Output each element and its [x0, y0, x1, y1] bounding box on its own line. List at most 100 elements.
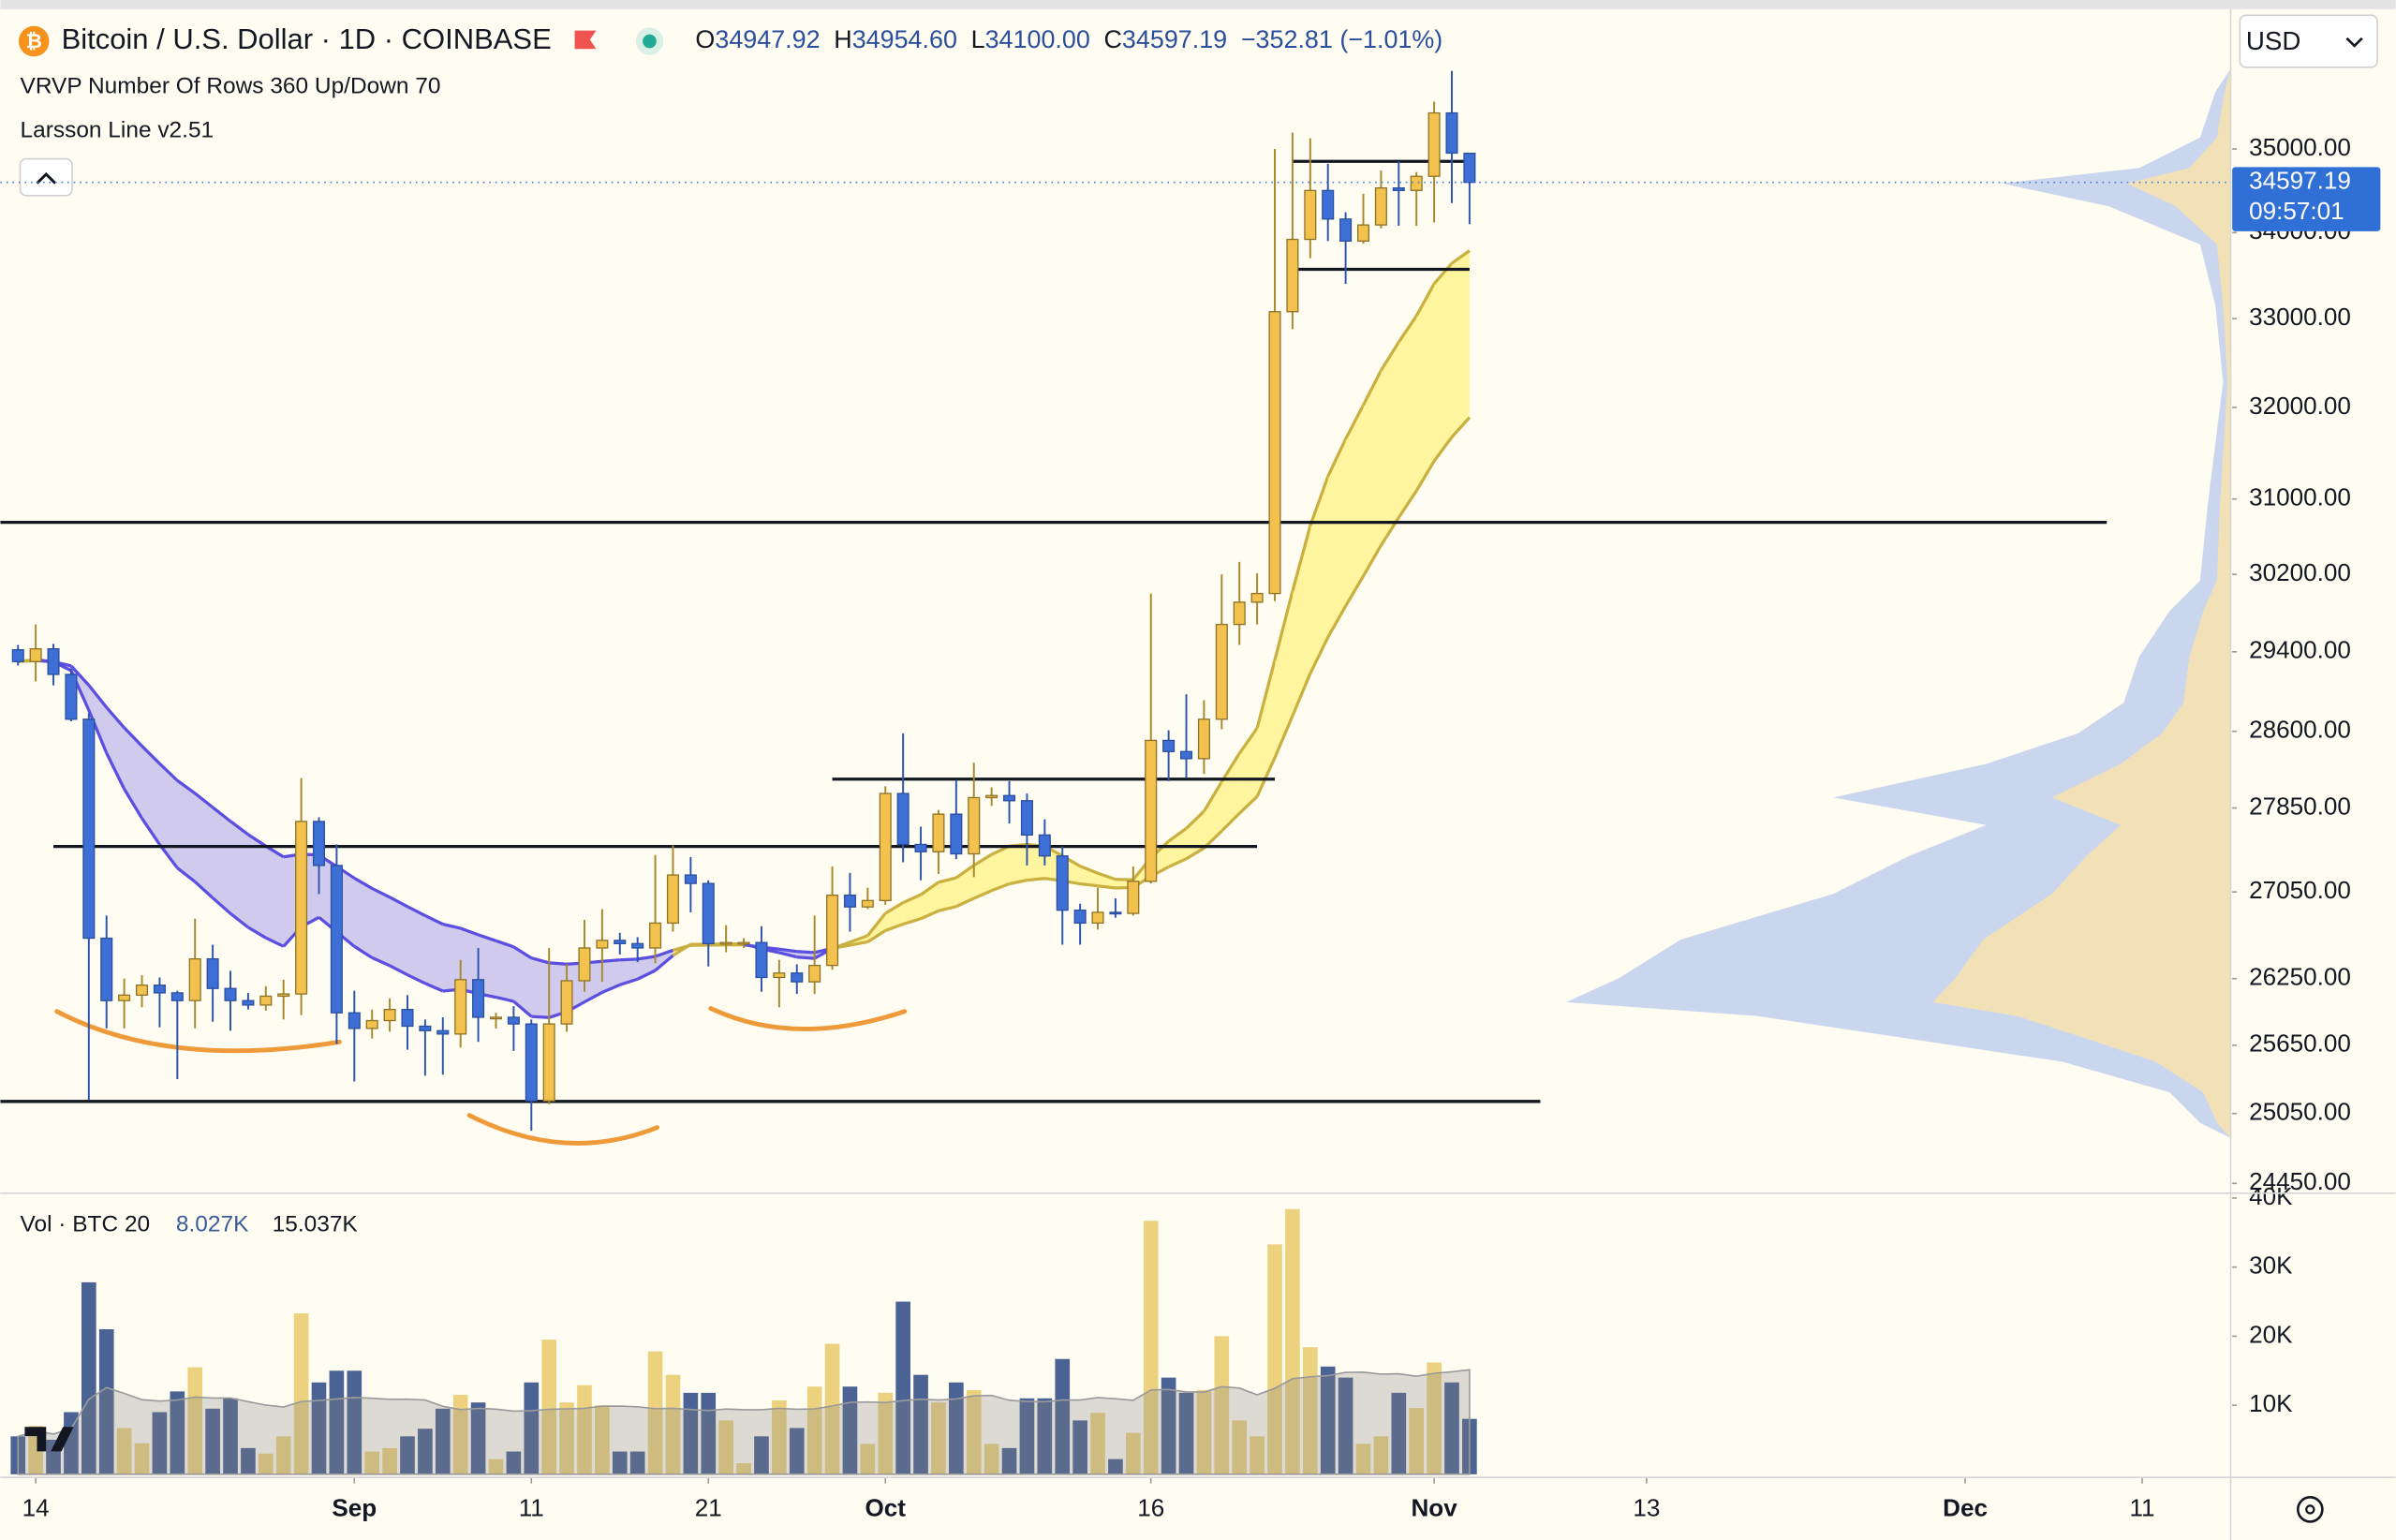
ribbon-fill	[390, 896, 407, 975]
ribbon-edge	[584, 990, 603, 1004]
volume-y-tick-label: 10K	[2249, 1389, 2293, 1417]
ribbon-edge	[141, 817, 161, 846]
ribbon-edge	[265, 936, 285, 948]
candle-body	[1091, 911, 1104, 925]
ribbon-edge	[424, 913, 444, 926]
candle-body	[1233, 601, 1246, 626]
ribbon-fill	[1434, 263, 1452, 462]
ribbon-edge	[601, 958, 620, 963]
candle-body	[100, 937, 113, 1001]
ribbon-fill	[991, 846, 1010, 891]
volume-bar	[170, 1391, 185, 1474]
ribbon-edge	[884, 922, 904, 932]
ribbon-edge	[158, 843, 179, 869]
candle-body	[489, 1016, 503, 1020]
x-tick-label: 16	[1137, 1493, 1164, 1521]
candle-body	[614, 940, 627, 944]
volume-y-tick-label: 20K	[2249, 1320, 2293, 1348]
volume-bar	[595, 1405, 610, 1474]
candle-body	[808, 964, 821, 983]
settings-icon-core	[2305, 1504, 2315, 1515]
volume-title[interactable]: Vol · BTC 20	[21, 1211, 151, 1236]
indicator-legend[interactable]: Larsson Line v2.51	[21, 118, 214, 143]
candle-body	[968, 796, 981, 855]
price-tag-value: 34597.19	[2249, 167, 2351, 195]
symbol-title[interactable]: Bitcoin / U.S. Dollar · 1D · COINBASE	[62, 22, 552, 55]
volume-bar	[329, 1370, 345, 1474]
volume-bar	[1232, 1420, 1248, 1474]
arc	[466, 1113, 660, 1146]
ribbon-edge	[1273, 590, 1294, 661]
ribbon-edge	[1238, 795, 1259, 815]
ribbon-fill	[1275, 591, 1293, 758]
candle-body	[65, 674, 78, 720]
candle-body	[542, 1023, 555, 1102]
ribbon-edge	[407, 905, 426, 917]
ribbon-fill	[1080, 866, 1099, 886]
ribbon-edge	[1255, 659, 1277, 729]
volume-bar	[452, 1395, 468, 1474]
indicator-legend[interactable]: VRVP Number Of Rows 360 Up/Down 70	[21, 73, 441, 98]
ribbon-edge	[105, 706, 126, 729]
ribbon-fill	[1309, 476, 1328, 674]
candles	[11, 70, 1476, 1132]
volume-bar	[1355, 1444, 1371, 1474]
ribbon-edge	[194, 881, 214, 899]
candle-body	[737, 941, 750, 945]
candle-body	[47, 647, 60, 675]
flag-icon[interactable]	[574, 30, 597, 50]
ribbon-edge	[1414, 283, 1436, 318]
ribbon-edge	[1397, 490, 1418, 519]
x-tick-label: Dec	[1943, 1493, 1988, 1521]
volume-bar	[293, 1313, 309, 1474]
ribbon-edge	[176, 866, 197, 883]
candle-body	[277, 993, 290, 998]
arc	[54, 1009, 342, 1054]
candle-body	[1215, 623, 1228, 720]
ribbon-edge	[1380, 341, 1400, 372]
ribbon-fill	[265, 846, 284, 947]
ribbon-fill	[1398, 316, 1417, 518]
candle-body	[1109, 911, 1122, 915]
candle-body	[932, 813, 945, 852]
currency-dropdown[interactable]	[2239, 14, 2378, 68]
ribbon-edge	[778, 947, 797, 954]
ribbon-edge	[371, 886, 391, 899]
ribbon-fill	[1451, 250, 1470, 437]
volume-bar	[241, 1447, 256, 1474]
candle-body	[1038, 834, 1051, 857]
x-tick-label: 11	[2129, 1493, 2154, 1521]
ribbon-fill	[159, 763, 178, 868]
x-tick-label: 11	[519, 1493, 544, 1521]
ribbon-edge	[1255, 757, 1277, 797]
ribbon-fill	[1098, 873, 1116, 888]
ribbon-edge	[955, 896, 975, 909]
ribbon-edge	[1167, 826, 1188, 843]
ribbon-edge	[1273, 715, 1294, 759]
top-border	[0, 0, 2396, 9]
ribbon-edge	[424, 982, 444, 993]
ribbon-edge	[247, 833, 267, 848]
ribbon-edge	[212, 896, 232, 915]
volume-bar	[1001, 1447, 1017, 1474]
price-tag-countdown: 09:57:01	[2249, 197, 2344, 225]
ribbon-fill	[247, 834, 266, 939]
candle-body	[1145, 739, 1158, 882]
ribbon-edge	[389, 964, 408, 977]
candle-body	[401, 1009, 414, 1028]
ribbon-edge	[407, 973, 426, 985]
y-tick-label: 35000.00	[2249, 133, 2351, 161]
collapse-button[interactable]	[19, 157, 73, 197]
ribbon-edge	[1432, 261, 1454, 286]
volume-bar	[205, 1408, 220, 1474]
volume-bar	[152, 1412, 168, 1474]
ribbon-edge	[1097, 871, 1117, 881]
settings-icon[interactable]	[2296, 1496, 2324, 1523]
ribbon-edge	[1362, 544, 1383, 577]
ribbon-edge	[495, 996, 514, 1003]
ribbon-edge	[655, 948, 674, 958]
ribbon-edge	[1362, 369, 1383, 407]
ribbon-fill	[1204, 781, 1222, 849]
candle-body	[1339, 218, 1353, 243]
